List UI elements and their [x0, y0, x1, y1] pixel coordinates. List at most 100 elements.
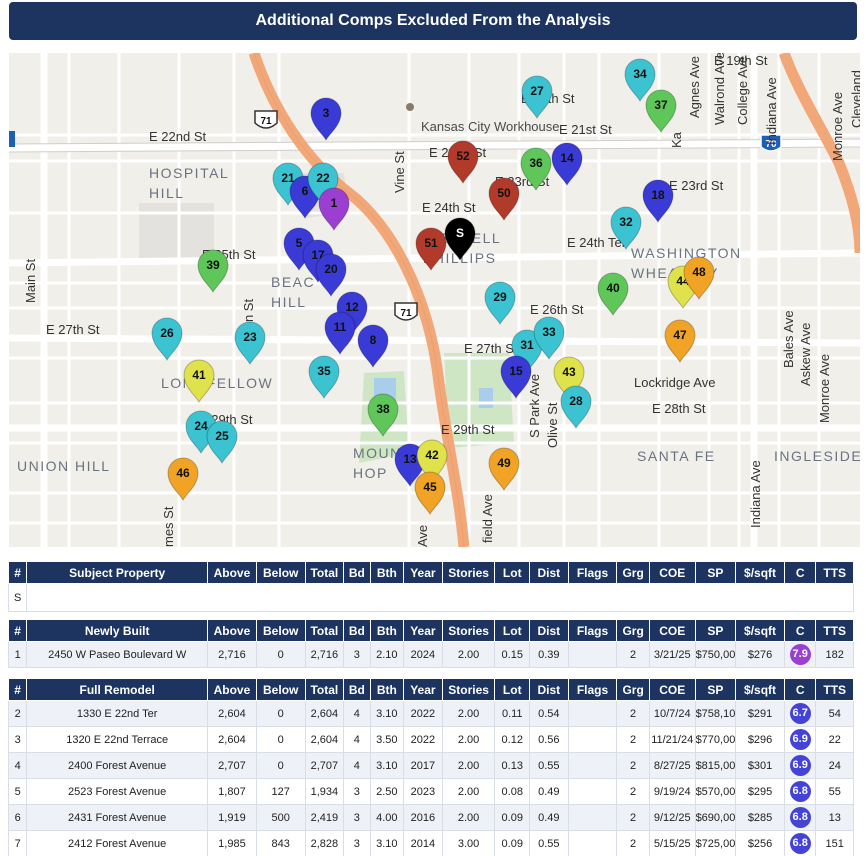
map-pin-marker[interactable] [500, 355, 532, 400]
cell-stories: 2.00 [441, 726, 496, 753]
map-pin-marker[interactable] [520, 147, 552, 192]
map-pin-s[interactable]: S [444, 217, 476, 262]
table-row[interactable]: 6 2431 Forest Avenue 1,919 500 2,419 3 4.00 201… [7, 804, 854, 831]
map-pin-marker[interactable] [624, 58, 656, 103]
map-pin-marker[interactable] [664, 319, 696, 364]
map-pin-39[interactable]: 39 [197, 249, 229, 294]
cell-tts: 151 [815, 830, 854, 856]
map-pin-8[interactable]: 8 [357, 324, 389, 369]
map-pin-51[interactable]: 51 [415, 227, 447, 272]
map-canvas[interactable]: 71 71 70 Kansas City Workhouse E 19th St… [9, 53, 860, 547]
map-pin-41[interactable]: 41 [183, 359, 215, 404]
map-pin-marker[interactable] [206, 420, 238, 465]
map-pin-marker[interactable] [315, 253, 347, 298]
map-pin-marker[interactable] [610, 206, 642, 251]
map-pin-marker[interactable] [444, 217, 476, 262]
map-pin-marker[interactable] [560, 385, 592, 430]
table-row[interactable]: 2 1330 E 22nd Ter 2,604 0 2,604 4 3.10 2022 2.00… [7, 700, 854, 727]
map-pin-36[interactable]: 36 [520, 147, 552, 192]
map-pin-marker[interactable] [416, 439, 448, 484]
map-pin-32[interactable]: 32 [610, 206, 642, 251]
map-pin-marker[interactable] [683, 256, 715, 301]
map-pin-35[interactable]: 35 [308, 355, 340, 400]
table-row[interactable]: 1 2450 W Paseo Boulevard W 2,716 0 2,716 3 2.1… [7, 641, 854, 668]
street-label-e21st: E 21st St [559, 122, 612, 137]
map-pin-marker[interactable] [488, 447, 520, 492]
map-pin-15[interactable]: 15 [500, 355, 532, 400]
map-pin-52[interactable]: 52 [447, 140, 479, 185]
map-pin-34[interactable]: 34 [624, 58, 656, 103]
neighborhood-label-hospital: HILL [149, 185, 185, 201]
map-pin-33[interactable]: 33 [533, 316, 565, 361]
cell-c: 6.8 [783, 830, 817, 856]
col-bth: Bth [369, 678, 405, 701]
map-pin-48[interactable]: 48 [683, 256, 715, 301]
map-pin-50[interactable]: 50 [488, 177, 520, 222]
map-pin-label: 18 [651, 188, 665, 202]
table-row[interactable]: 7 2412 Forest Avenue 1,985 843 2,828 3 3.10 201… [7, 830, 854, 856]
map-pin-marker[interactable] [415, 227, 447, 272]
map-pin-marker[interactable] [447, 140, 479, 185]
cell-coe: 10/7/24 [648, 700, 696, 727]
cell-stories: 2.00 [441, 641, 496, 668]
map-pin-marker[interactable] [324, 311, 356, 356]
map-edge-control[interactable] [9, 131, 15, 147]
map-pin-46[interactable]: 46 [167, 457, 199, 502]
map-pin-23[interactable]: 23 [234, 321, 266, 366]
map-pin-45[interactable]: 45 [414, 471, 446, 516]
map-pin-marker[interactable] [308, 355, 340, 400]
map-pin-27[interactable]: 27 [521, 75, 553, 120]
map-pin-label: 40 [606, 281, 620, 295]
map-pin-26[interactable]: 26 [151, 317, 183, 362]
map-pin-49[interactable]: 49 [488, 447, 520, 492]
map-pin-marker[interactable] [197, 249, 229, 294]
map-pin-marker[interactable] [367, 393, 399, 438]
map-pin-18[interactable]: 18 [642, 179, 674, 224]
map-pin-1[interactable]: 1 [318, 187, 350, 232]
map-pin-marker[interactable] [551, 142, 583, 187]
map-pin-marker[interactable] [234, 321, 266, 366]
table-row[interactable]: 4 2400 Forest Avenue 2,707 0 2,707 4 3.10 2017 2… [7, 752, 854, 779]
cell-stories: 3.00 [441, 830, 496, 856]
map-pin-11[interactable]: 11 [324, 311, 356, 356]
map-pin-marker[interactable] [533, 316, 565, 361]
map-pin-38[interactable]: 38 [367, 393, 399, 438]
table-row[interactable]: 3 1320 E 22nd Terrace 2,604 0 2,604 4 3.50 2022… [7, 726, 854, 753]
map-pin-marker[interactable] [151, 317, 183, 362]
map-pin-marker[interactable] [357, 324, 389, 369]
map-pin-29[interactable]: 29 [484, 281, 516, 326]
map-pin-marker[interactable] [645, 89, 677, 134]
map-pin-marker[interactable] [310, 97, 342, 142]
map-pin-20[interactable]: 20 [315, 253, 347, 298]
map-pin-marker[interactable] [488, 177, 520, 222]
map-pin-47[interactable]: 47 [664, 319, 696, 364]
cell-psf: $291 [735, 700, 785, 727]
map-pin-3[interactable]: 3 [310, 97, 342, 142]
map-pin-14[interactable]: 14 [551, 142, 583, 187]
map-pin-marker[interactable] [318, 187, 350, 232]
map-pin-37[interactable]: 37 [645, 89, 677, 134]
comps-map[interactable]: 71 71 70 Kansas City Workhouse E 19th St… [9, 53, 860, 547]
map-pin-marker[interactable] [414, 471, 446, 516]
map-pin-marker[interactable] [521, 75, 553, 120]
map-pin-28[interactable]: 28 [560, 385, 592, 430]
map-pin-marker[interactable] [183, 359, 215, 404]
street-label-e28th: E 28th St [652, 401, 706, 416]
street-label-bales: Bales Ave [781, 310, 796, 368]
neighborhood-label-mount: HOP [353, 465, 388, 481]
cell-lot: 0.08 [494, 778, 531, 805]
table-row[interactable]: 5 2523 Forest Avenue 1,807 127 1,934 3 2.50 202… [7, 778, 854, 805]
street-label-lockridge: Lockridge Ave [634, 375, 715, 390]
i70-shield: 70 [760, 134, 782, 152]
subject-row[interactable]: S [7, 583, 854, 612]
col-tts: TTS [815, 561, 854, 584]
map-pin-42[interactable]: 42 [416, 439, 448, 484]
map-pin-marker[interactable] [167, 457, 199, 502]
map-pin-marker[interactable] [642, 179, 674, 224]
map-pin-marker[interactable] [597, 272, 629, 317]
map-pin-25[interactable]: 25 [206, 420, 238, 465]
map-pin-40[interactable]: 40 [597, 272, 629, 317]
map-pin-marker[interactable] [484, 281, 516, 326]
major-street-edges [9, 138, 860, 153]
